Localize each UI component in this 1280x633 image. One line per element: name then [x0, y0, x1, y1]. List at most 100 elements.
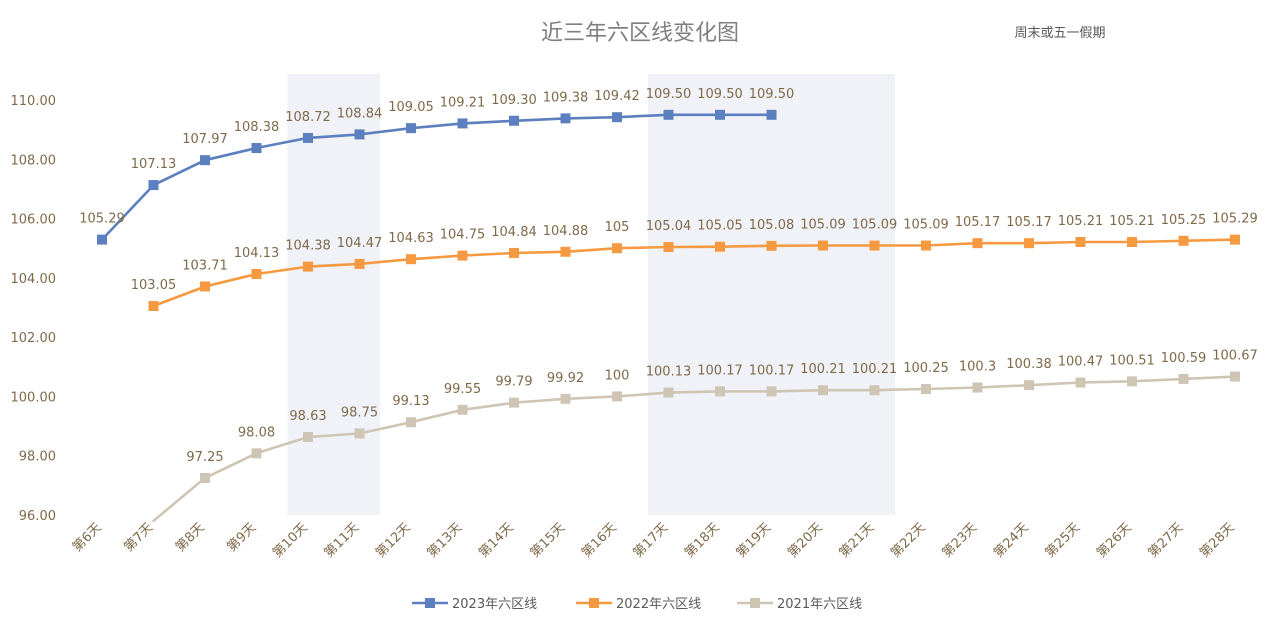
series-1-point [97, 234, 107, 245]
series-1-point [766, 109, 777, 120]
series-line-2 [152, 238, 1237, 308]
series-2-point [612, 243, 622, 254]
x-tick-label: 第27天 [1146, 520, 1187, 561]
series-3-data-label: 100.13 [646, 365, 692, 380]
series-2-point [457, 250, 468, 261]
series-1-point [457, 118, 468, 129]
series-2-point [251, 269, 262, 280]
legend-label-3: 2021年六区线 [777, 597, 862, 612]
series-2-data-label: 105.09 [852, 218, 898, 233]
series-2-point [869, 240, 880, 251]
series-3-data-label: 98.63 [289, 409, 326, 424]
series-3-data-label: 100.17 [697, 363, 743, 378]
series-3-point [921, 384, 931, 395]
series-3-data-label: 99.92 [547, 371, 584, 386]
series-2-point [303, 261, 313, 272]
series-1-data-label: 108.72 [285, 110, 331, 125]
series-2-point [200, 281, 210, 292]
legend-marker-2 [589, 598, 599, 608]
series-2-point [354, 258, 365, 269]
x-tick-label: 第10天 [270, 520, 311, 561]
series-3-point [818, 385, 828, 396]
series-3-point [1075, 377, 1086, 388]
series-2-point [921, 240, 931, 251]
series-2-data-label: 105.08 [749, 218, 795, 233]
x-tick-label: 第24天 [991, 520, 1032, 561]
series-1-data-label: 109.42 [594, 89, 640, 104]
series-1-data-label: 109.30 [491, 93, 537, 108]
series-3-point [663, 387, 674, 398]
legend-marker-3 [750, 598, 760, 608]
x-tick-label: 第21天 [837, 520, 878, 561]
x-tick-label: 第14天 [476, 520, 517, 561]
series-line-3 [152, 375, 1237, 523]
series-1-point [663, 109, 674, 120]
x-tick-label: 第28天 [1197, 520, 1238, 561]
x-axis: 第6天 第7天 第8天 第9天 第10天 第11天 第12天 第13天 第14天 第15天 第16天… [70, 520, 1238, 561]
x-tick-label: 第15天 [528, 520, 569, 561]
series-1-point [251, 143, 262, 154]
series-3-data-label: 97.25 [186, 450, 223, 465]
y-tick-label: 98.00 [19, 450, 56, 465]
series-2-point [663, 242, 674, 253]
chart-title: 近三年六区线变化图 [541, 21, 739, 46]
y-tick-label: 108.00 [11, 153, 57, 168]
y-tick-label: 102.00 [11, 331, 57, 346]
x-tick-label: 第26天 [1094, 520, 1135, 561]
series-1-data-label: 105.29 [79, 212, 125, 227]
y-tick-label: 104.00 [11, 272, 57, 287]
series-3-data-label: 100.3 [959, 360, 996, 375]
series-2-point [972, 238, 983, 249]
series-2-data-label: 105.21 [1109, 214, 1155, 229]
series-2-data-label: 105 [605, 220, 630, 235]
series-3-data-label: 100.25 [903, 361, 949, 376]
y-tick-label: 96.00 [19, 509, 56, 524]
series-3-data-label: 100.21 [800, 362, 846, 377]
series-2-data-label: 103.05 [131, 278, 177, 293]
x-tick-label: 第6天 [70, 520, 105, 555]
y-tick-label: 106.00 [11, 213, 57, 228]
series-3-point [406, 417, 416, 428]
series-2-point [1024, 238, 1034, 249]
x-tick-label: 第23天 [940, 520, 981, 561]
series-2-data-label: 105.17 [1006, 215, 1052, 230]
legend-marker-1 [425, 598, 435, 608]
series-2-data-label: 104.88 [543, 224, 589, 239]
series-2-data-label: 103.71 [182, 258, 228, 273]
series-1-data-label: 109.50 [749, 87, 795, 102]
series-layer [97, 109, 1240, 523]
series-1-point [303, 132, 313, 143]
legend-label-1: 2023年六区线 [452, 597, 537, 612]
highlight-bands [287, 74, 896, 515]
y-axis: 96.00 98.00 100.00 102.00 104.00 106.00 108.00… [11, 94, 57, 524]
legend-label-2: 2022年六区线 [616, 597, 701, 612]
series-3-point [1230, 371, 1240, 382]
series-1-point [354, 129, 365, 140]
series-2-data-label: 105.25 [1161, 213, 1207, 228]
series-3-data-label: 100.21 [852, 362, 898, 377]
series-1-data-label: 109.05 [388, 100, 434, 115]
series-3-point [612, 391, 622, 402]
series-1-point [406, 123, 416, 134]
highlight-band-1 [287, 74, 381, 515]
series-line-1 [100, 113, 773, 241]
series-3-point [869, 385, 880, 396]
series-1-point [715, 109, 725, 120]
series-1-data-label: 109.50 [697, 87, 743, 102]
series-2-point [1178, 235, 1189, 246]
series-3-point [560, 393, 571, 404]
x-tick-label: 第8天 [173, 520, 208, 555]
series-3-data-label: 99.79 [495, 375, 532, 390]
series-1-data-label: 109.50 [646, 87, 692, 102]
series-3-point [1178, 373, 1189, 384]
x-tick-label: 第20天 [785, 520, 826, 561]
x-tick-label: 第18天 [682, 520, 723, 561]
series-2-point [148, 301, 159, 312]
series-1-data-label: 107.97 [182, 132, 228, 147]
highlight-band-2 [647, 74, 896, 515]
series-1-point [148, 180, 159, 191]
y-tick-label: 100.00 [11, 390, 57, 405]
series-3-data-label: 99.13 [392, 394, 429, 409]
